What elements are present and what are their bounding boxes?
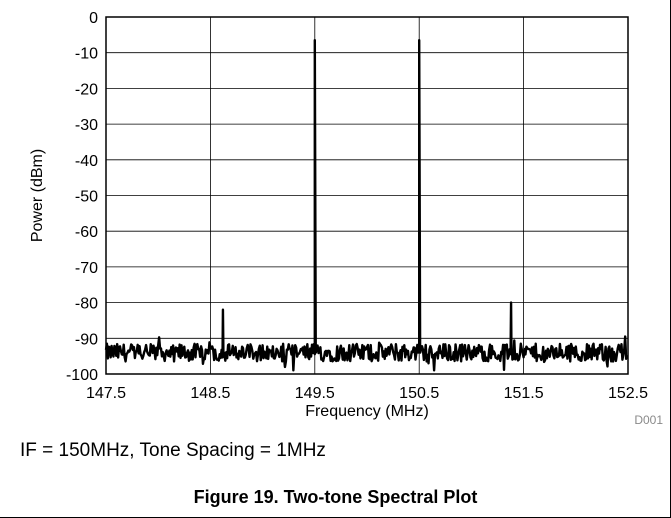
figure-note: IF = 150MHz, Tone Spacing = 1MHz	[20, 440, 326, 461]
y-tick-label: -90	[75, 331, 98, 348]
figure-code: D001	[634, 413, 663, 427]
spectral-chart: 0-10-20-30-40-50-60-70-80-90-100 147.5 14…	[29, 10, 663, 427]
y-tick-label: -60	[75, 224, 98, 241]
figure-caption: Figure 19. Two-tone Spectral Plot	[193, 487, 478, 507]
trace-group	[104, 39, 629, 372]
y-axis-label: Power (dBm)	[29, 149, 46, 242]
x-tick-label: 152.5	[608, 385, 648, 402]
x-tick-label: 148.5	[190, 385, 230, 402]
y-tick-label: -40	[75, 153, 98, 170]
x-tick-label: 150.5	[399, 385, 439, 402]
grid	[105, 16, 629, 375]
spectrum-trace	[104, 39, 629, 372]
y-tick-label: 0	[89, 10, 98, 27]
x-tick-label: 147.5	[86, 385, 126, 402]
y-tick-label: -80	[75, 296, 98, 313]
y-tick-labels: 0 -10 -20 -30 -40 -50 -60 -70 -80 -90 -100	[66, 10, 98, 384]
plot-area-border	[105, 16, 629, 375]
y-tick-label: -30	[75, 117, 98, 134]
y-tick-label: -50	[75, 189, 98, 206]
y-tick-label: -70	[75, 260, 98, 277]
y-tick-label: -10	[75, 46, 98, 63]
x-tick-labels: 147.5 148.5 149.5 150.5 151.5 152.5	[86, 385, 648, 402]
x-tick-label: 149.5	[295, 385, 335, 402]
y-tick-label: -20	[75, 81, 98, 98]
y-tick-label: -100	[66, 367, 98, 384]
x-axis-label: Frequency (MHz)	[305, 403, 429, 420]
x-tick-label: 151.5	[504, 385, 544, 402]
